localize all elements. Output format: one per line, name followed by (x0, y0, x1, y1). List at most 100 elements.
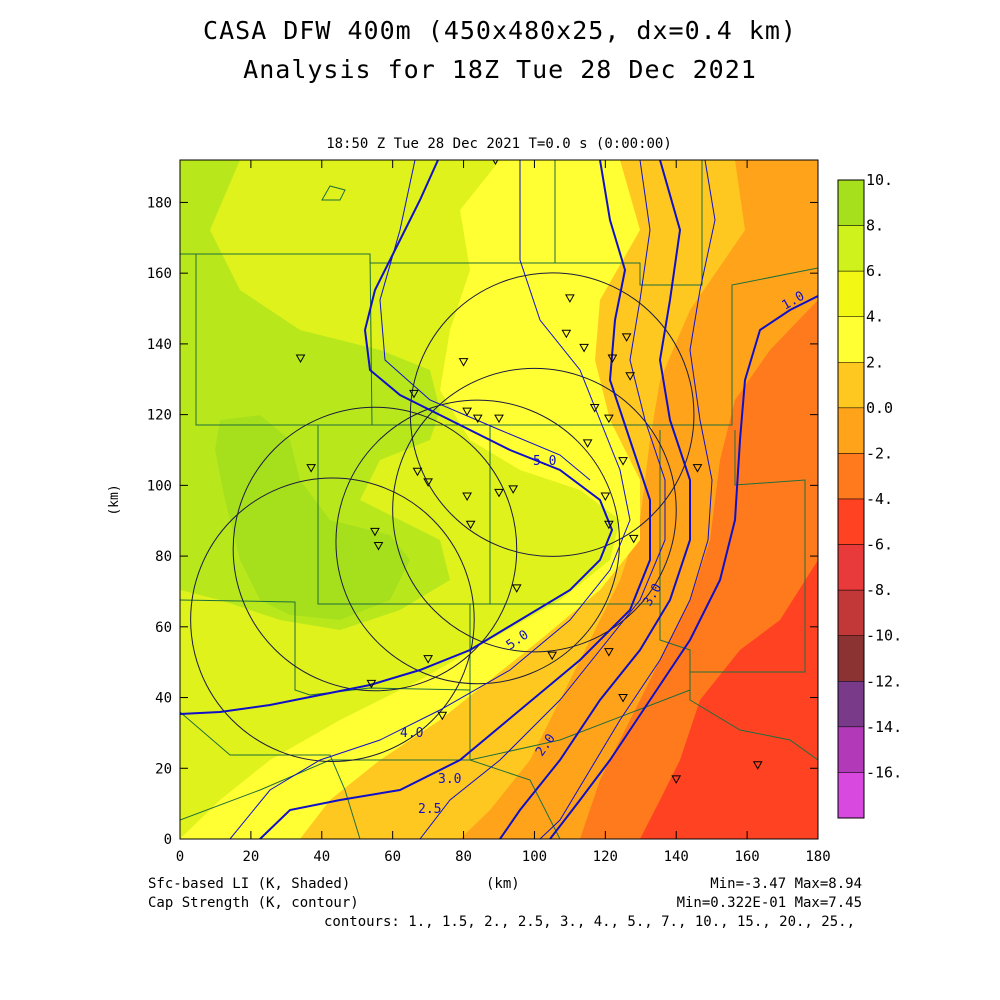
station-marker (600, 492, 611, 501)
x-axis-label: (km) (486, 876, 520, 892)
border-line (180, 711, 361, 839)
station-marker (437, 711, 448, 721)
contour-2-0 (499, 160, 691, 839)
county-borders (180, 160, 818, 839)
contour-minmax: Min=0.322E-01 Max=7.45 (676, 895, 862, 911)
station-marker (465, 520, 476, 530)
contour-1-5 (539, 160, 716, 839)
station-marker (589, 404, 600, 413)
border-line (317, 425, 661, 605)
colorbar-swatch (837, 270, 865, 317)
x-tick-label: 40 (313, 849, 330, 865)
colorbar-swatch (837, 681, 865, 728)
contour-3-0 (259, 160, 651, 839)
x-tick-label: 120 (593, 849, 618, 865)
radar-range-ring (190, 477, 475, 763)
y-tick-label: 180 (147, 195, 172, 211)
contour-1-0 (549, 295, 818, 839)
station-marker (604, 414, 614, 424)
y-axis-label: (km) (107, 484, 122, 515)
colorbar-label: -8. (866, 581, 893, 599)
contour-label: 2.5 (418, 802, 441, 817)
station-marker (621, 333, 632, 342)
station-marker (565, 294, 575, 303)
station-marker (582, 439, 593, 448)
y-tick-label: 0 (164, 832, 172, 848)
station-marker (618, 694, 628, 703)
colorbar-label: 10. (866, 171, 893, 189)
x-tick-label: 180 (805, 849, 830, 865)
station-marker (692, 464, 703, 473)
x-tick-label: 60 (384, 849, 401, 865)
colorbar-swatch (837, 544, 865, 591)
station-marker (511, 584, 522, 593)
contour-label: 3.0 (438, 772, 461, 787)
colorbar-swatch (837, 179, 865, 226)
station-marker (547, 651, 558, 661)
border-line (180, 689, 691, 821)
colorbar-swatch (837, 726, 865, 773)
colorbar-label: -14. (866, 718, 902, 736)
contour-2-5 (419, 160, 666, 839)
plot-frame (179, 159, 819, 840)
y-tick-label: 20 (155, 761, 172, 777)
station-marker (458, 358, 469, 367)
colorbar: 10. 8. 6. 4. 2. 0.0 -2. -4. -6. -8. -10. -12. -14. -1… (837, 171, 902, 819)
station-marker (508, 485, 519, 494)
station-marker (561, 329, 572, 339)
station-marker (412, 467, 423, 477)
x-tick-label: 20 (242, 849, 259, 865)
colorbar-swatch (837, 635, 865, 682)
border-line (469, 690, 561, 839)
station-marker (366, 679, 377, 689)
contour-field-label: Cap Strength (K, contour) (148, 895, 359, 911)
colorbar-swatch (837, 316, 865, 363)
colorbar-swatch (837, 772, 865, 819)
station-marker (579, 343, 589, 353)
colorbar-label: -6. (866, 536, 893, 554)
colorbar-swatch (837, 589, 865, 636)
station-marker (607, 354, 618, 364)
y-axis: 0 20 40 60 80 100 120 140 160 180 (147, 195, 818, 848)
x-tick-label: 140 (664, 849, 689, 865)
x-tick-label: 0 (176, 849, 184, 865)
y-tick-label: 80 (155, 549, 172, 565)
contour-5-0 (180, 160, 614, 715)
x-tick-label: 100 (522, 849, 547, 865)
radar-range-ring (232, 406, 518, 692)
colorbar-label: 8. (866, 217, 884, 235)
border-line (195, 254, 818, 426)
station-marker (409, 389, 419, 399)
station-markers (295, 160, 763, 784)
colorbar-label: 6. (866, 262, 884, 280)
station-marker (423, 655, 433, 664)
contour-label: 4.0 (400, 726, 423, 741)
colorbar-swatch (837, 362, 865, 409)
colorbar-swatch (837, 453, 865, 500)
shaded-minmax: Min=-3.47 Max=8.94 (710, 876, 862, 892)
x-tick-label: 80 (455, 849, 472, 865)
contour-4-0 (229, 160, 631, 839)
station-marker (628, 534, 639, 544)
contour-levels: contours: 1., 1.5, 2., 2.5, 3., 4., 5., … (323, 914, 855, 930)
colorbar-label: -4. (866, 490, 893, 508)
y-tick-label: 60 (155, 620, 172, 636)
y-tick-label: 120 (147, 408, 172, 424)
station-marker (625, 372, 636, 381)
colorbar-swatch (837, 498, 865, 545)
contour-5-0-b (379, 160, 591, 481)
colorbar-label: 0.0 (866, 399, 893, 417)
colorbar-swatch (837, 225, 865, 272)
x-tick-label: 160 (734, 849, 759, 865)
station-marker (472, 414, 483, 424)
y-tick-label: 40 (155, 691, 172, 707)
station-marker (604, 520, 614, 530)
station-marker (618, 457, 628, 466)
station-marker (494, 414, 504, 424)
band-gt-10 (215, 415, 410, 620)
y-tick-label: 160 (147, 266, 172, 282)
figure-title-line2: Analysis for 18Z Tue 28 Dec 2021 (243, 55, 757, 84)
colorbar-swatch (837, 407, 865, 454)
colorbar-frame (837, 179, 865, 819)
